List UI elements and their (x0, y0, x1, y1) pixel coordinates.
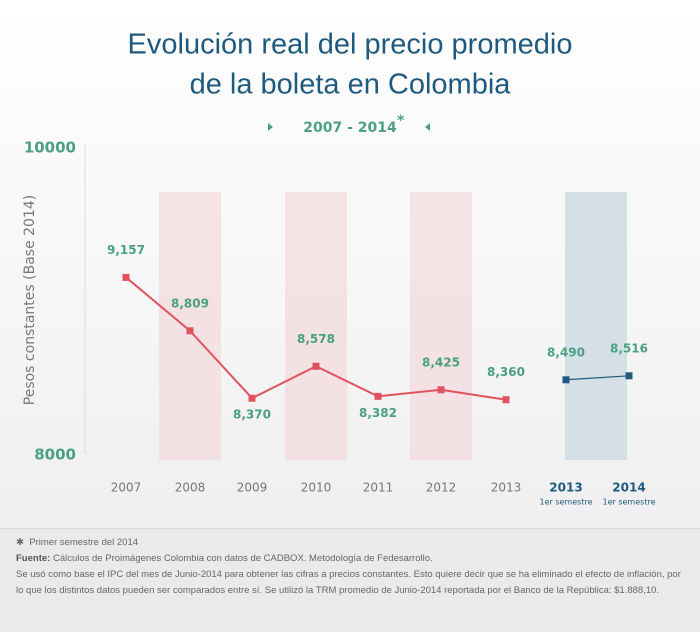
x-tick-sublabel: 1er semestre (603, 498, 656, 507)
source-label: Fuente: (16, 553, 51, 564)
point (122, 273, 130, 281)
source: Fuente: Cálculos de Proimágenes Colombia… (16, 551, 684, 567)
x-tick-label: 2010 (301, 481, 332, 495)
value-label: 8,809 (171, 296, 209, 310)
point (502, 396, 510, 404)
point (248, 394, 256, 402)
subtitle-mark: * (397, 113, 405, 129)
point (625, 372, 633, 380)
x-tick-label: 2009 (237, 481, 268, 495)
chart: Evolución real del precio promedio de la… (22, 29, 656, 507)
y-axis-label: Pesos constantes (Base 2014) (22, 195, 38, 405)
x-tick-label: 2012 (426, 481, 457, 495)
value-label: 8,425 (422, 355, 460, 369)
band (159, 192, 221, 460)
point (374, 392, 382, 400)
value-label: 8,370 (233, 408, 271, 422)
chart-title: Evolución real del precio promedio (128, 29, 573, 61)
source-text: Cálculos de Proimágenes Colombia con dat… (52, 553, 433, 564)
y-tick-label: 8000 (34, 446, 76, 464)
band (410, 192, 472, 460)
note-paragraph: Se usó como base el IPC del mes de Junio… (16, 569, 681, 596)
x-tick-label: 2011 (363, 481, 394, 495)
x-tick-label: 2007 (111, 481, 142, 495)
band (285, 192, 347, 460)
chart-subtitle: 2007 - 2014 (303, 120, 397, 136)
value-label: 8,578 (297, 332, 335, 346)
x-tick-label: 2014 (612, 481, 645, 495)
asterisk-note: ✱ Primer semestre del 2014 (16, 535, 684, 551)
note-text: Primer semestre del 2014 (29, 537, 139, 548)
x-tick-label: 2008 (175, 481, 206, 495)
chart-title: de la boleta en Colombia (190, 69, 512, 101)
x-tick-sublabel: 1er semestre (540, 498, 593, 507)
line (565, 375, 630, 381)
note-mark: ✱ (16, 537, 24, 548)
value-label: 8,490 (547, 345, 585, 359)
band (565, 192, 627, 460)
y-tick-label: 10000 (24, 139, 76, 157)
point (186, 327, 194, 335)
value-label: 8,360 (487, 365, 525, 379)
x-tick-label: 2013 (491, 481, 522, 495)
point (562, 376, 570, 384)
x-tick-label: 2013 (549, 481, 582, 495)
notes: ✱ Primer semestre del 2014 Fuente: Cálcu… (0, 528, 700, 632)
value-label: 8,382 (359, 406, 397, 420)
point (312, 362, 320, 370)
point (437, 386, 445, 394)
value-label: 8,516 (610, 341, 648, 355)
value-label: 9,157 (107, 243, 145, 257)
